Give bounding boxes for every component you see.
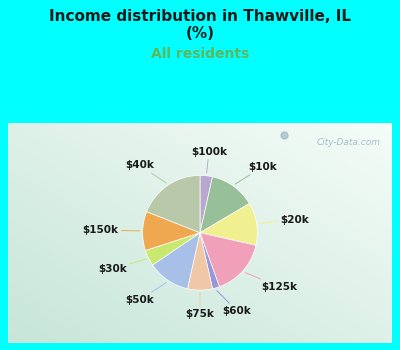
Wedge shape	[152, 233, 200, 289]
Wedge shape	[200, 233, 220, 289]
Wedge shape	[147, 175, 200, 233]
Text: (%): (%)	[186, 26, 214, 41]
Text: $30k: $30k	[98, 259, 146, 274]
Wedge shape	[143, 212, 200, 251]
Text: $20k: $20k	[260, 215, 309, 225]
Wedge shape	[200, 177, 249, 233]
Wedge shape	[200, 233, 256, 287]
Wedge shape	[188, 233, 212, 290]
Wedge shape	[200, 175, 212, 233]
Text: $60k: $60k	[217, 290, 252, 316]
Text: $125k: $125k	[245, 273, 297, 292]
Text: $75k: $75k	[186, 293, 214, 319]
Text: $40k: $40k	[125, 160, 166, 183]
Text: $100k: $100k	[191, 147, 227, 173]
Text: $50k: $50k	[126, 282, 166, 305]
Text: City-Data.com: City-Data.com	[316, 138, 380, 147]
Text: $150k: $150k	[82, 225, 140, 235]
Text: All residents: All residents	[151, 47, 249, 61]
Text: Income distribution in Thawville, IL: Income distribution in Thawville, IL	[49, 9, 351, 24]
Wedge shape	[200, 204, 257, 245]
Wedge shape	[146, 233, 200, 265]
Text: $10k: $10k	[236, 162, 277, 184]
